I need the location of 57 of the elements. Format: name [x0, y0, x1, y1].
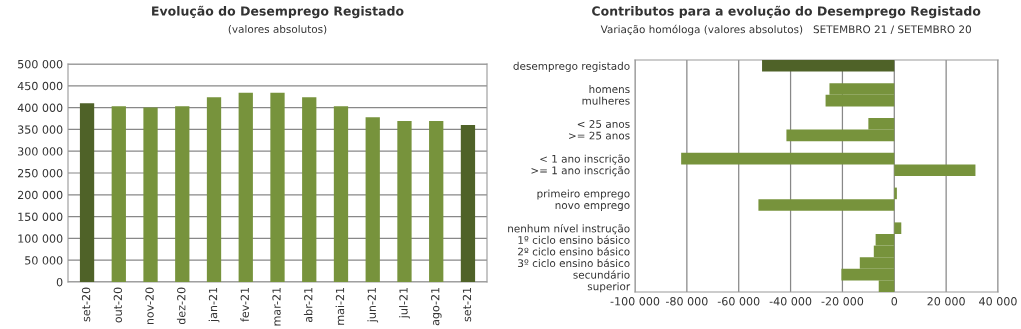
y-tick-label: >= 25 anos — [569, 131, 630, 140]
y-tick-label: 250 000 — [18, 168, 63, 178]
y-tick-label: mulheres — [582, 96, 630, 105]
x-tick-label: jan-21 — [208, 287, 220, 323]
x-tick-label: set-21 — [462, 287, 472, 322]
chart-title: Contributos para a evolução do Desemprego Registado — [592, 5, 981, 19]
x-tick-label: set-20 — [81, 287, 91, 322]
y-tick-label: desemprego registado — [513, 61, 630, 72]
y-tick-label: novo emprego — [555, 203, 630, 212]
x-tick-label: fev-21 — [240, 287, 249, 322]
y-tick-label: 500 000 — [18, 59, 63, 69]
x-tick-label: -80 000 — [665, 297, 708, 306]
x-tick-label: -60 000 — [717, 297, 760, 306]
x-tick-label: mai-21 — [335, 287, 345, 325]
y-tick-label: 100 000 — [18, 234, 63, 243]
x-tick-label: jul-21 — [399, 287, 410, 319]
y-tick-label: superior — [587, 282, 631, 293]
bar — [894, 164, 976, 176]
bar — [894, 187, 897, 200]
x-tick-label: 20 000 — [927, 297, 965, 306]
y-tick-label: >= 1 ano inscrição — [531, 166, 630, 177]
y-tick-label: 0 — [56, 277, 63, 287]
y-tick-label: 350 000 — [18, 125, 63, 134]
y-tick-label: 3º ciclo ensino básico — [518, 258, 630, 268]
x-tick-label: -40 000 — [769, 297, 812, 306]
y-tick-label: 400 000 — [17, 103, 63, 112]
y-tick-label: 50 000 — [25, 256, 63, 265]
chart-subtitle: Variação homóloga (valores absolutos) SETEMBRO 21 / SETEMBRO 20 — [600, 24, 971, 36]
chart-subtitle: (valores absolutos) — [228, 24, 327, 35]
y-tick-label: 300 000 — [18, 147, 63, 156]
bar — [758, 199, 895, 211]
x-tick-label: out-20 — [113, 287, 123, 323]
y-tick-label: 1º ciclo ensino básico — [518, 235, 630, 244]
y-tick-label: nenhum nível instrução — [508, 223, 630, 235]
x-tick-label: dez-20 — [176, 287, 186, 325]
y-tick-label: 200 000 — [18, 190, 63, 200]
bar — [894, 222, 902, 234]
bar — [762, 60, 895, 72]
x-tick-label: 40 000 — [979, 297, 1017, 306]
y-tick-label: < 25 anos — [577, 120, 630, 128]
x-tick-label: -100 000 — [610, 297, 660, 306]
x-tick-label: ago-21 — [431, 287, 442, 326]
x-tick-label: jun-21 — [367, 287, 379, 323]
y-tick-label: primeiro emprego — [537, 189, 630, 200]
x-tick-label: mar-21 — [272, 287, 281, 326]
y-tick-label: 2º ciclo ensino básico — [518, 247, 630, 256]
x-tick-label: abr-21 — [303, 287, 313, 323]
y-tick-label: 450 000 — [17, 81, 63, 91]
x-tick-label: 0 — [891, 297, 898, 306]
x-tick-label: nov-20 — [145, 287, 154, 325]
y-tick-label: secundário — [573, 270, 630, 279]
chart-title: Evolução do Desemprego Registado — [152, 5, 404, 19]
y-tick-label: homens — [589, 85, 630, 94]
y-tick-label: 150 000 — [18, 212, 63, 221]
bar — [681, 152, 895, 165]
y-tick-label: < 1 ano inscrição — [540, 154, 630, 165]
x-tick-label: -20 000 — [821, 297, 864, 306]
